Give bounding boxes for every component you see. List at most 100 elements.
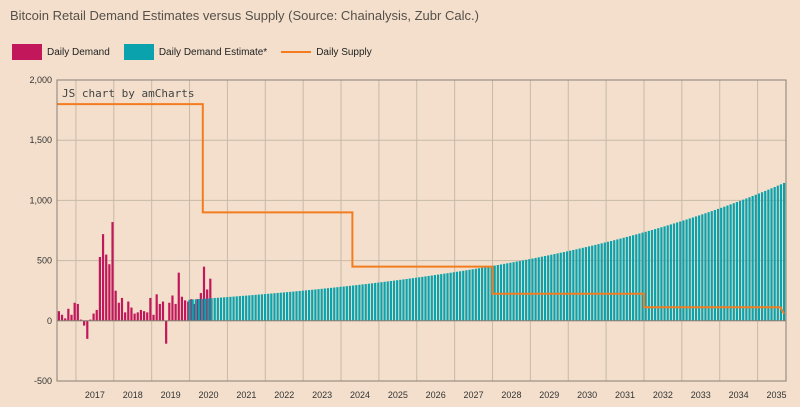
estimate-bar	[207, 298, 210, 321]
estimate-bar	[257, 294, 260, 321]
demand-bar	[139, 309, 143, 321]
estimate-bar	[528, 259, 531, 321]
estimate-bar	[383, 281, 386, 321]
estimate-bar	[726, 205, 729, 321]
estimate-bar	[330, 287, 333, 321]
estimate-bar	[377, 282, 380, 321]
estimate-bar	[729, 204, 732, 321]
estimate-bar	[597, 244, 600, 321]
demand-bar	[146, 312, 149, 321]
estimate-bar	[512, 262, 515, 321]
demand-bar	[120, 297, 124, 321]
estimate-bar	[732, 203, 735, 321]
demand-bar	[73, 302, 76, 321]
estimate-bar	[380, 282, 383, 321]
estimate-bar	[757, 193, 761, 321]
estimate-bar	[361, 284, 364, 321]
estimate-bar	[657, 228, 660, 321]
demand-bar	[70, 314, 73, 321]
demand-bar	[136, 312, 139, 321]
estimate-bar	[745, 198, 748, 321]
estimate-bar	[575, 249, 578, 321]
estimate-bar	[701, 214, 704, 321]
legend-item-daily-demand[interactable]: Daily Demand	[12, 44, 110, 60]
demand-bar	[130, 307, 133, 321]
legend-item-daily-supply[interactable]: Daily Supply	[281, 47, 372, 58]
demand-bar	[183, 300, 187, 321]
plot-border	[56, 79, 787, 382]
estimate-bar	[650, 229, 654, 321]
estimate-bar	[616, 239, 619, 321]
demand-bar	[171, 295, 174, 321]
estimate-bar	[754, 194, 757, 321]
estimate-bar	[644, 231, 647, 321]
demand-bar	[209, 278, 212, 321]
estimate-bar	[474, 268, 477, 321]
estimate-bar	[254, 294, 257, 321]
estimate-bar	[691, 217, 694, 321]
estimate-bar	[540, 256, 543, 321]
estimate-bar	[503, 263, 506, 321]
demand-bar	[86, 320, 89, 339]
estimate-bar	[424, 276, 427, 321]
estimate-bar	[521, 260, 525, 321]
estimate-bar	[767, 189, 770, 321]
estimate-bar	[273, 293, 276, 321]
estimate-bar	[352, 285, 355, 321]
estimate-bar	[547, 255, 550, 321]
estimate-bar	[219, 297, 223, 321]
estimate-bar	[323, 288, 326, 321]
x-tick-label: 2028	[501, 390, 521, 400]
estimate-bar	[477, 268, 481, 321]
estimate-bar	[374, 282, 377, 321]
estimate-bar	[638, 233, 641, 321]
estimate-bar	[572, 249, 575, 321]
estimate-bar	[647, 230, 650, 321]
estimate-bar	[355, 285, 358, 321]
demand-bar	[105, 254, 108, 321]
demand-bar	[64, 318, 67, 321]
estimate-bar	[298, 290, 301, 321]
estimate-bar	[213, 297, 216, 321]
estimate-bar	[594, 244, 597, 321]
estimate-bar	[314, 289, 317, 321]
demand-bar	[193, 303, 196, 321]
estimate-bar	[559, 252, 562, 321]
estimate-bar	[531, 258, 534, 321]
estimate-bar	[392, 280, 396, 321]
estimate-bar	[430, 275, 433, 321]
demand-bar	[133, 313, 136, 321]
estimate-bar	[267, 293, 270, 321]
x-tick-label: 2021	[236, 390, 256, 400]
estimate-bar	[295, 291, 298, 321]
amcharts-credit[interactable]: JS chart by amCharts	[62, 87, 194, 100]
estimate-bar	[238, 296, 241, 321]
estimate-bar	[509, 262, 512, 321]
estimate-bar	[553, 254, 556, 321]
estimate-bar	[468, 269, 471, 321]
axes: -500 0 500 1,000 1,500 2,000 2017 2018 2019 2020 2…	[29, 75, 786, 400]
demand-bar	[199, 293, 202, 321]
legend-item-daily-demand-estimate[interactable]: Daily Demand Estimate*	[123, 44, 267, 60]
x-tick-label: 2025	[388, 390, 408, 400]
estimate-bar	[669, 224, 672, 321]
demand-bar	[117, 302, 120, 321]
estimate-bar	[600, 243, 603, 321]
x-tick-label: 2018	[123, 390, 143, 400]
x-tick-label: 2017	[85, 390, 105, 400]
demand-bar	[79, 319, 83, 321]
estimate-bar	[452, 272, 455, 321]
estimate-bar	[543, 256, 547, 321]
estimate-bar	[411, 278, 414, 321]
demand-bar	[111, 222, 114, 321]
estimate-bar	[682, 220, 685, 321]
demand-bar	[98, 256, 102, 321]
demand-bar	[206, 289, 209, 321]
demand-bar	[108, 264, 111, 321]
demand-bar	[95, 309, 98, 321]
estimate-bar	[716, 208, 720, 321]
estimate-bar	[723, 206, 726, 321]
demand-bar	[202, 266, 206, 321]
daily-supply-line-group	[57, 103, 785, 315]
